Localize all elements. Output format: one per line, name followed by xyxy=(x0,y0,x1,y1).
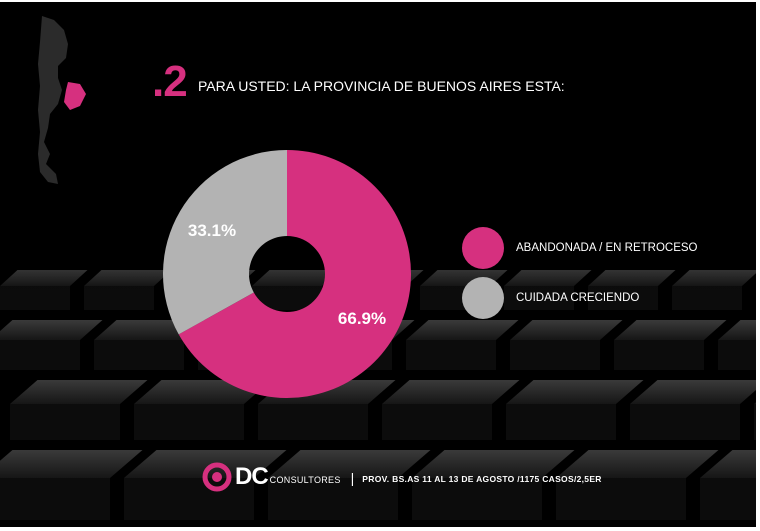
donut-slice-0 xyxy=(178,150,411,398)
cube-top xyxy=(700,450,760,478)
cube-top xyxy=(10,380,148,404)
cube-front xyxy=(268,478,398,520)
cube-front xyxy=(10,404,120,440)
cube-front xyxy=(382,404,492,440)
buenos-aires-highlight xyxy=(64,82,86,110)
slice-label-1: 33.1% xyxy=(188,221,236,240)
cube-front xyxy=(0,478,110,520)
cube-top xyxy=(556,450,719,478)
cube-front xyxy=(506,404,616,440)
question-text: PARA USTED: LA PROVINCIA DE BUENOS AIRES… xyxy=(198,78,565,94)
cube-top xyxy=(718,320,760,340)
cube-top xyxy=(614,320,727,340)
cube-front xyxy=(134,404,244,440)
legend-item-cuidada: CUIDADA CRECIENDO xyxy=(462,277,639,319)
slice-label-0: 66.9% xyxy=(338,309,386,328)
cube-front xyxy=(510,340,600,370)
cube-top xyxy=(382,380,520,404)
cube-top xyxy=(0,450,143,478)
question-number: .2 xyxy=(152,57,188,106)
cube-top xyxy=(0,320,103,340)
cube-front xyxy=(630,404,740,440)
frame-top xyxy=(0,0,760,2)
footer-separator: | xyxy=(350,470,355,486)
legend-label: CUIDADA CRECIENDO xyxy=(516,292,640,304)
cube-top xyxy=(406,320,519,340)
cube-front xyxy=(700,478,760,520)
cube-front xyxy=(124,478,254,520)
cube-front xyxy=(258,404,368,440)
footer: DC CONSULTORES | PROV. BS.AS 11 AL 13 DE… xyxy=(202,459,602,495)
frame-bottom xyxy=(0,527,760,531)
cube-top xyxy=(124,450,287,478)
cube-top xyxy=(412,450,575,478)
legend-item-abandonada: ABANDONADA / EN RETROCESO xyxy=(462,227,697,269)
cube-top xyxy=(268,450,431,478)
cube-top xyxy=(506,380,644,404)
cube-front xyxy=(412,478,542,520)
donut-chart: 66.9% 33.1% xyxy=(163,150,411,398)
frame-right xyxy=(756,0,760,531)
donut-slice-1 xyxy=(163,150,287,335)
footer-note: PROV. BS.AS 11 AL 13 DE AGOSTO /1175 CAS… xyxy=(362,473,602,484)
cube-front xyxy=(406,340,496,370)
legend-swatch xyxy=(462,227,504,269)
cube-front xyxy=(94,340,184,370)
dc-logo-icon xyxy=(202,462,232,492)
argentina-map-icon xyxy=(38,16,86,184)
brand-name: DC xyxy=(235,463,269,490)
legend-label: ABANDONADA / EN RETROCESO xyxy=(516,242,698,254)
cube-top xyxy=(510,320,623,340)
cube-front xyxy=(556,478,686,520)
legend-swatch xyxy=(462,277,504,319)
cube-top xyxy=(630,380,760,404)
cube-front xyxy=(0,340,80,370)
cube-front xyxy=(718,340,760,370)
brand-subtitle: CONSULTORES xyxy=(269,475,341,485)
cube-front xyxy=(614,340,704,370)
